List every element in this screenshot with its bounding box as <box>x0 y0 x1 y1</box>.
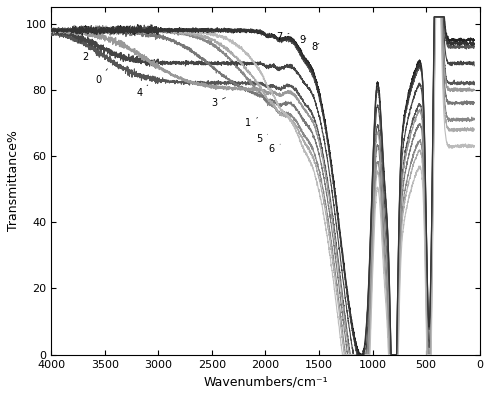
Text: 1: 1 <box>245 118 258 128</box>
Text: 8: 8 <box>312 42 319 52</box>
Text: 2: 2 <box>82 51 94 62</box>
Text: 4: 4 <box>136 85 148 98</box>
Text: 0: 0 <box>96 69 107 85</box>
Text: 6: 6 <box>269 144 280 154</box>
Text: 5: 5 <box>256 134 268 145</box>
Text: 9: 9 <box>300 35 306 45</box>
X-axis label: Wavenumbers/cm⁻¹: Wavenumbers/cm⁻¹ <box>203 375 328 388</box>
Text: 7: 7 <box>276 32 289 42</box>
Y-axis label: Transmittance%: Transmittance% <box>7 130 20 231</box>
Text: 3: 3 <box>211 98 225 108</box>
